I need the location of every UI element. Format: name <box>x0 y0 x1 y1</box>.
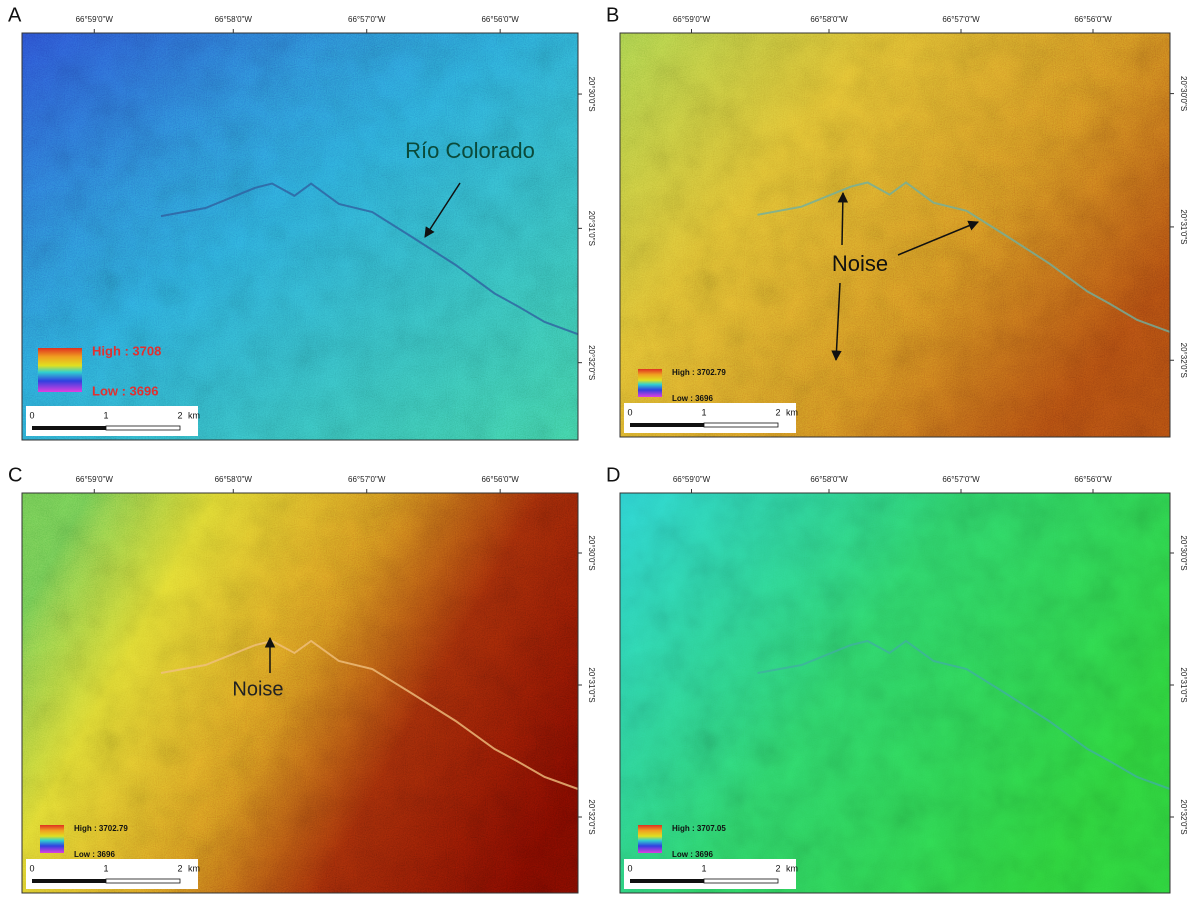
lat-label: 20°30'0"S <box>587 535 596 570</box>
lon-label: 66°57'0"W <box>942 15 980 24</box>
scale-label: 2 <box>177 410 182 420</box>
map-panel: 66°59'0"W 66°58'0"W 66°57'0"W 66°56'0"W 20°3… <box>22 475 596 893</box>
map-panel: 66°59'0"W 66°58'0"W 66°57'0"W 66°56'0"W 20°3… <box>620 475 1188 893</box>
legend-high: High : 3708 <box>92 343 161 358</box>
scale-label: 2 <box>775 863 780 873</box>
figure: 66°59'0"W 66°58'0"W 66°57'0"W 66°56'0"W 20°3… <box>0 0 1200 906</box>
legend-swatch <box>38 348 82 392</box>
panel-label: D <box>606 464 620 486</box>
scale-dark <box>32 426 106 430</box>
scale-label: 2 <box>775 407 780 417</box>
lat-label: 20°32'0"S <box>587 345 596 380</box>
lat-label: 20°31'0"S <box>1179 667 1188 702</box>
lon-label: 66°57'0"W <box>348 15 386 24</box>
legend-low: Low : 3696 <box>74 850 115 859</box>
scale-box <box>624 859 796 889</box>
scale-label: 0 <box>29 863 34 873</box>
lat-label: 20°30'0"S <box>1179 76 1188 111</box>
legend-low: Low : 3696 <box>672 850 713 859</box>
lat-label: 20°32'0"S <box>587 799 596 834</box>
lon-label: 66°56'0"W <box>481 475 519 484</box>
scale-box <box>26 406 198 436</box>
scale-label: km <box>188 863 200 873</box>
annotation: Noise <box>832 251 888 276</box>
scale-box <box>624 403 796 433</box>
map-noise <box>22 33 578 440</box>
lon-label: 66°58'0"W <box>810 15 848 24</box>
map-panel: 66°59'0"W 66°58'0"W 66°57'0"W 66°56'0"W 20°3… <box>620 15 1188 437</box>
scale-label: km <box>188 410 200 420</box>
lon-label: 66°56'0"W <box>481 15 519 24</box>
lon-label: 66°59'0"W <box>76 475 114 484</box>
lon-label: 66°58'0"W <box>215 15 253 24</box>
lat-label: 20°32'0"S <box>1179 343 1188 378</box>
annotation: Río Colorado <box>405 138 535 163</box>
lat-label: 20°32'0"S <box>1179 799 1188 834</box>
panel-label: B <box>606 4 619 26</box>
legend-high: High : 3702.79 <box>74 824 128 833</box>
legend-low: Low : 3696 <box>672 394 713 403</box>
lon-label: 66°59'0"W <box>76 15 114 24</box>
scale-light <box>704 423 778 427</box>
scale-dark <box>630 423 704 427</box>
lon-label: 66°57'0"W <box>942 475 980 484</box>
lat-label: 20°30'0"S <box>1179 535 1188 570</box>
lon-label: 66°59'0"W <box>673 15 711 24</box>
scale-label: 1 <box>701 407 706 417</box>
panel-label: C <box>8 464 22 486</box>
scale-label: 0 <box>627 863 632 873</box>
lon-label: 66°56'0"W <box>1074 15 1112 24</box>
annotation-arrow <box>842 193 843 245</box>
scale-label: 1 <box>701 863 706 873</box>
scale-light <box>106 879 180 883</box>
scale-box <box>26 859 198 889</box>
legend-swatch <box>40 825 64 853</box>
scale-label: km <box>786 863 798 873</box>
scale-label: 0 <box>29 410 34 420</box>
legend-swatch <box>638 825 662 853</box>
lat-label: 20°31'0"S <box>587 211 596 246</box>
legend-high: High : 3707.05 <box>672 824 726 833</box>
lon-label: 66°56'0"W <box>1074 475 1112 484</box>
lat-label: 20°31'0"S <box>1179 209 1188 244</box>
scale-dark <box>32 879 106 883</box>
scale-dark <box>630 879 704 883</box>
scale-light <box>106 426 180 430</box>
legend-swatch <box>638 369 662 397</box>
scale-label: 0 <box>627 407 632 417</box>
legend-low: Low : 3696 <box>92 383 158 398</box>
lon-label: 66°58'0"W <box>215 475 253 484</box>
legend-high: High : 3702.79 <box>672 368 726 377</box>
lon-label: 66°58'0"W <box>810 475 848 484</box>
lon-label: 66°57'0"W <box>348 475 386 484</box>
lat-label: 20°30'0"S <box>587 76 596 111</box>
scale-label: 1 <box>103 863 108 873</box>
lon-label: 66°59'0"W <box>673 475 711 484</box>
scale-label: km <box>786 407 798 417</box>
panel-label: A <box>8 4 22 26</box>
annotation: Noise <box>232 678 283 700</box>
scale-label: 1 <box>103 410 108 420</box>
scale-light <box>704 879 778 883</box>
lat-label: 20°31'0"S <box>587 667 596 702</box>
scale-label: 2 <box>177 863 182 873</box>
map-panel: 66°59'0"W 66°58'0"W 66°57'0"W 66°56'0"W 20°3… <box>22 15 596 440</box>
